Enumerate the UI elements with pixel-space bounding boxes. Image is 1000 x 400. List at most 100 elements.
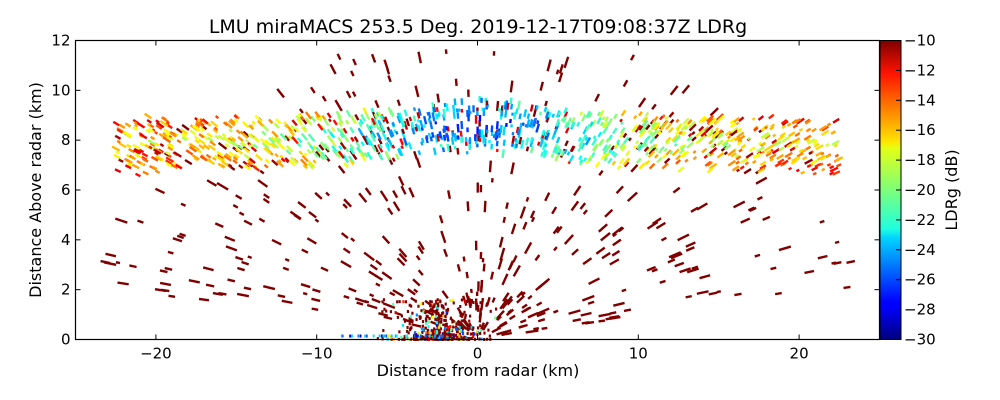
radar-gate — [453, 98, 457, 106]
radar-gate — [598, 319, 606, 323]
radar-gate — [374, 274, 384, 281]
radar-gate — [598, 170, 604, 176]
radar-gate — [422, 310, 425, 314]
radar-gate — [124, 164, 132, 170]
radar-gate — [420, 127, 424, 131]
radar-gate — [152, 165, 158, 171]
radar-gate — [501, 331, 513, 337]
radar-gate — [369, 263, 378, 271]
radar-gate — [358, 192, 368, 203]
radar-gate — [444, 322, 447, 326]
radar-gate — [357, 127, 364, 137]
radar-gate — [445, 103, 449, 112]
radar-gate — [444, 314, 447, 318]
radar-gate — [753, 126, 759, 132]
radar-gate — [176, 139, 182, 144]
radar-gate — [201, 118, 209, 125]
radar-gate — [443, 337, 446, 341]
radar-gate — [402, 137, 408, 146]
radar-gate — [486, 296, 491, 306]
radar-gate — [581, 321, 590, 325]
radar-gate — [513, 143, 517, 150]
radar-gate — [655, 221, 666, 230]
radar-gate — [413, 288, 419, 294]
radar-gate — [216, 152, 226, 160]
radar-gate — [514, 144, 519, 149]
radar-gate — [202, 144, 211, 151]
radar-gate — [641, 140, 648, 147]
radar-gate — [708, 151, 715, 157]
radar-gate — [200, 154, 205, 159]
radar-gate — [583, 157, 588, 162]
radar-gate — [541, 141, 547, 151]
radar-gate — [165, 121, 170, 125]
radar-gate — [685, 246, 695, 252]
radar-gate — [113, 153, 122, 160]
radar-gate — [445, 332, 448, 336]
radar-gate — [468, 298, 473, 307]
radar-gate — [415, 255, 421, 261]
radar-gate — [482, 263, 486, 272]
radar-gate — [555, 69, 560, 75]
radar-gate — [434, 121, 438, 125]
radar-gate — [641, 116, 647, 123]
radar-gate — [330, 126, 336, 133]
radar-gate — [661, 153, 668, 159]
radar-gate — [371, 145, 377, 152]
radar-gate — [214, 134, 220, 140]
radar-gate — [564, 121, 569, 129]
radar-gate — [578, 138, 585, 148]
radar-gate — [444, 302, 447, 306]
radar-gate — [636, 143, 642, 150]
radar-gate — [733, 200, 746, 209]
radar-gate — [464, 336, 467, 340]
radar-gate — [460, 319, 463, 323]
radar-gate — [501, 273, 509, 286]
radar-gate — [502, 139, 506, 146]
radar-gate — [296, 117, 303, 126]
radar-gate — [300, 158, 308, 167]
radar-gate — [284, 157, 290, 163]
radar-gate — [141, 157, 149, 163]
radar-gate — [765, 151, 772, 157]
radar-gate — [149, 123, 155, 129]
radar-gate — [431, 131, 435, 138]
radar-gate — [835, 163, 842, 168]
radar-gate — [192, 125, 201, 133]
radar-gate — [510, 223, 517, 235]
radar-gate — [480, 297, 485, 311]
radar-gate — [436, 316, 439, 320]
radar-gate — [649, 136, 656, 144]
radar-gate — [436, 334, 439, 338]
radar-gate — [731, 165, 740, 172]
radar-gate — [794, 139, 801, 145]
radar-gate — [712, 130, 717, 136]
radar-gate — [323, 119, 330, 127]
radar-gate — [487, 328, 490, 332]
radar-gate — [482, 323, 485, 327]
radar-gate — [563, 56, 570, 69]
radar-gate — [413, 150, 418, 160]
radar-gate — [209, 140, 217, 147]
radar-gate — [543, 277, 551, 285]
radar-gate — [680, 151, 687, 158]
radar-gate — [696, 202, 708, 211]
radar-gate — [198, 297, 210, 302]
radar-gate — [206, 136, 214, 143]
radar-gate — [539, 81, 545, 91]
radar-gate — [626, 191, 638, 203]
radar-gate — [745, 152, 754, 159]
radar-gate — [462, 326, 465, 330]
radar-gate — [508, 314, 516, 321]
radar-gate — [319, 154, 325, 161]
radar-gate — [455, 325, 458, 329]
radar-gate — [545, 132, 550, 141]
radar-gate — [400, 145, 404, 150]
radar-gate — [816, 154, 826, 161]
radar-gate — [425, 310, 428, 314]
radar-gate — [242, 121, 250, 129]
radar-gate — [607, 157, 613, 164]
radar-gate — [738, 148, 743, 153]
radar-gate — [166, 135, 172, 141]
radar-gate — [427, 320, 431, 324]
